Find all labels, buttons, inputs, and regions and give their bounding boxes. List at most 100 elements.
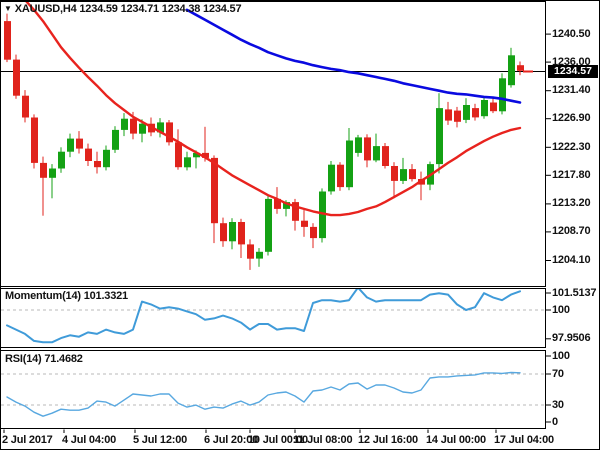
candle-body bbox=[274, 198, 281, 209]
rsi-tick-label: 30 bbox=[552, 399, 564, 411]
current-price-tag: 1234.57 bbox=[548, 65, 598, 78]
candle-body bbox=[490, 102, 497, 112]
candle-body bbox=[76, 138, 83, 149]
candle-wick bbox=[51, 164, 53, 199]
time-tick-label: 12 Jul 16:00 bbox=[358, 434, 418, 446]
candle-body bbox=[103, 149, 110, 168]
candle-body bbox=[175, 142, 182, 168]
candle-body bbox=[364, 137, 371, 161]
time-tick-label: 2 Jul 2017 bbox=[2, 434, 53, 446]
time-tick-label: 6 Jul 20:00 bbox=[204, 434, 259, 446]
momentum-line bbox=[6, 289, 521, 344]
rsi-panel[interactable] bbox=[0, 350, 546, 429]
candle-body bbox=[481, 100, 488, 117]
time-tick-label: 11 Jul 08:00 bbox=[293, 434, 353, 446]
momentum-tick-label: 97.9506 bbox=[552, 332, 591, 344]
candle-body bbox=[247, 244, 254, 259]
candle-body bbox=[328, 164, 335, 192]
candle-body bbox=[238, 222, 245, 245]
price-tick-label: 1213.20 bbox=[552, 197, 591, 209]
candle-body bbox=[373, 146, 380, 161]
candle-body bbox=[49, 168, 56, 178]
time-tick-label: 4 Jul 04:00 bbox=[62, 434, 117, 446]
candle-body bbox=[130, 118, 137, 134]
candle-body bbox=[436, 108, 443, 165]
candle-body bbox=[139, 123, 146, 134]
candle-body bbox=[472, 108, 479, 118]
candle-body bbox=[517, 65, 524, 71]
rsi-tick-label: 100 bbox=[552, 350, 570, 362]
candle-body bbox=[4, 21, 11, 60]
candle-body bbox=[445, 109, 452, 121]
candle-body bbox=[283, 202, 290, 209]
price-tick-label: 1208.70 bbox=[552, 225, 591, 237]
candle-body bbox=[13, 59, 20, 96]
time-tick-label: 14 Jul 00:00 bbox=[426, 434, 486, 446]
time-tick-label: 10 Jul 00:00 bbox=[248, 434, 308, 446]
candle-wick bbox=[42, 156, 44, 216]
price-tick-label: 1217.80 bbox=[552, 169, 591, 181]
candle-wick bbox=[204, 126, 206, 162]
time-tick-label: 17 Jul 04:00 bbox=[494, 434, 554, 446]
candle-body bbox=[382, 146, 389, 166]
price-tick-label: 1236.00 bbox=[552, 56, 591, 68]
time-tick-label: 5 Jul 12:00 bbox=[133, 434, 188, 446]
candle-body bbox=[508, 55, 515, 86]
candle-body bbox=[265, 198, 272, 252]
candle-body bbox=[337, 164, 344, 188]
price-tick-label: 1222.30 bbox=[552, 141, 591, 153]
candle-body bbox=[499, 78, 506, 112]
candle-body bbox=[391, 166, 398, 181]
candle-body bbox=[301, 220, 308, 227]
rsi-value: 71.4682 bbox=[44, 353, 83, 365]
rsi-tick-label: 70 bbox=[552, 368, 564, 380]
candle-body bbox=[211, 157, 218, 224]
ma-fast-red-line bbox=[25, 2, 522, 217]
candle-body bbox=[463, 105, 470, 120]
momentum-value: 101.3321 bbox=[83, 290, 128, 302]
price-tick-label: 1204.10 bbox=[552, 254, 591, 266]
candle-body bbox=[229, 222, 236, 242]
rsi-indicator-label: RSI(14) 71.4682 bbox=[5, 353, 83, 365]
candle-wick bbox=[420, 171, 422, 201]
symbol-dropdown-icon[interactable]: ▼ bbox=[4, 4, 12, 13]
candle-body bbox=[409, 169, 416, 180]
candle-body bbox=[193, 152, 200, 158]
candle-body bbox=[94, 161, 101, 168]
candle-body bbox=[292, 202, 299, 221]
candle-body bbox=[220, 223, 227, 242]
ohlc-values: 1234.59 1234.71 1234.38 1234.57 bbox=[79, 3, 242, 15]
candle-body bbox=[202, 152, 209, 158]
candle-body bbox=[310, 226, 317, 239]
price-tick-label: 1240.50 bbox=[552, 28, 591, 40]
candle-body bbox=[157, 122, 164, 133]
candle-body bbox=[184, 157, 191, 168]
momentum-name: Momentum(14) bbox=[5, 290, 81, 302]
chart-ohlc-readout: ▼ XAUUSD,H4 1234.59 1234.71 1234.38 1234.… bbox=[4, 3, 242, 15]
candle-body bbox=[22, 95, 29, 118]
candle-body bbox=[166, 122, 173, 143]
momentum-tick-label: 101.5137 bbox=[552, 287, 597, 299]
candle-body bbox=[346, 140, 353, 188]
candle-body bbox=[121, 118, 128, 130]
price-tick-label: 1231.40 bbox=[552, 84, 591, 96]
candle-body bbox=[319, 191, 326, 239]
candle-body bbox=[58, 151, 65, 169]
momentum-panel[interactable] bbox=[0, 288, 546, 348]
price-tick-label: 1226.90 bbox=[552, 112, 591, 124]
momentum-tick-label: 100 bbox=[552, 304, 570, 316]
candle-wick bbox=[195, 150, 197, 169]
rsi-tick-label: 0 bbox=[552, 416, 558, 428]
main-panel[interactable] bbox=[0, 1, 546, 287]
momentum-indicator-label: Momentum(14) 101.3321 bbox=[5, 290, 128, 302]
ma-slow-blue-line bbox=[185, 8, 522, 104]
candle-body bbox=[355, 137, 362, 153]
rsi-name: RSI(14) bbox=[5, 353, 42, 365]
candle-body bbox=[40, 162, 47, 178]
candle-body bbox=[400, 169, 407, 181]
candle-body bbox=[67, 138, 74, 152]
symbol-label: XAUUSD,H4 bbox=[14, 3, 77, 15]
rsi-line bbox=[6, 371, 521, 417]
